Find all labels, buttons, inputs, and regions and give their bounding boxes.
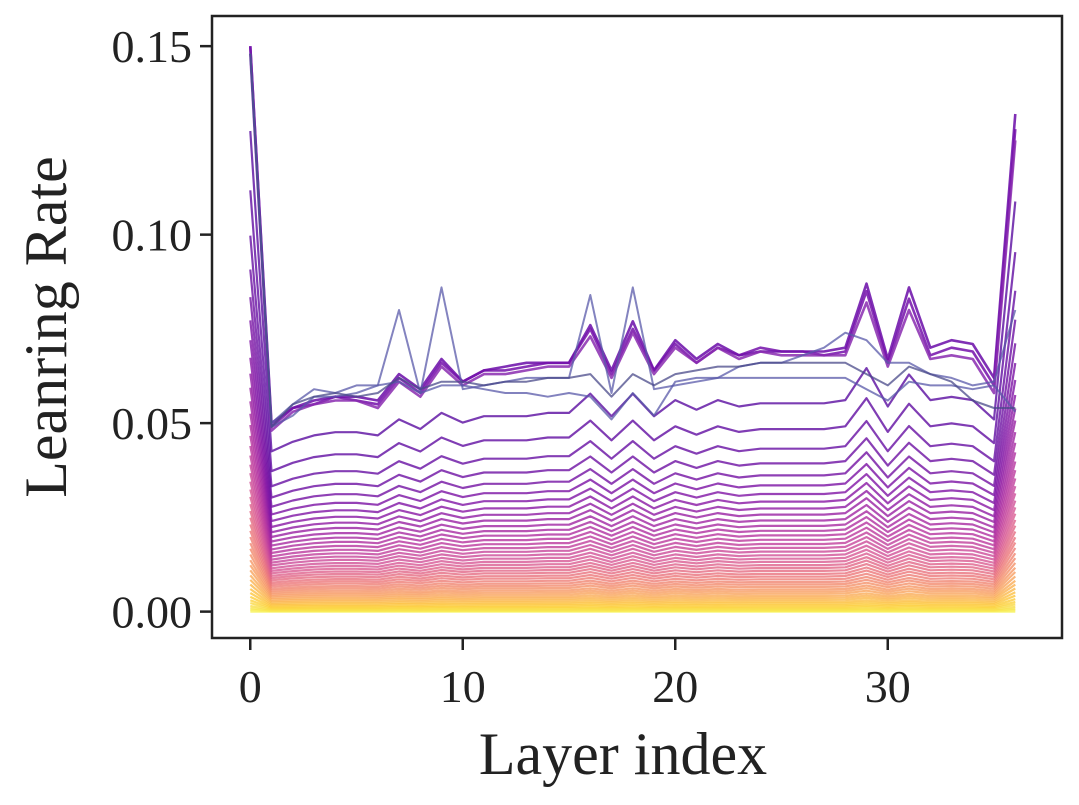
series-line	[249, 524, 1017, 584]
series-line	[249, 574, 1016, 601]
series-line	[249, 481, 1017, 570]
series-line	[249, 53, 1016, 428]
series-line	[249, 46, 1017, 425]
x-axis-label: Layer index	[479, 721, 767, 787]
series-line	[249, 496, 1017, 575]
plot-frame	[210, 14, 1064, 640]
series-line	[249, 595, 1016, 608]
series-line	[249, 536, 1017, 588]
series-line	[249, 445, 1017, 558]
series-line	[249, 53, 1017, 425]
series-line	[249, 579, 1016, 603]
series-line	[249, 564, 1017, 598]
series-line	[249, 235, 1017, 488]
series-line	[249, 373, 1017, 534]
y-tick-label: 0.10	[112, 210, 193, 261]
x-tick-label: 10	[440, 661, 486, 712]
x-tick-label: 30	[865, 661, 911, 712]
series-line	[249, 53, 1017, 428]
series-line	[249, 269, 1017, 499]
series-line	[249, 46, 1017, 429]
series-line	[249, 592, 1016, 607]
series-line	[249, 559, 1017, 596]
series-line	[249, 413, 1017, 547]
series-line	[249, 553, 1017, 594]
x-tick-label: 20	[652, 661, 698, 712]
series-line	[249, 510, 1017, 580]
series-line	[249, 530, 1017, 586]
series-line	[249, 320, 1017, 516]
series-line	[249, 599, 1016, 609]
ticks-layer: 0 10 20 30 0.00 0.05 0.10 0.15	[112, 21, 911, 712]
y-axis-label: Leanring Rate	[13, 156, 79, 498]
y-tick-label: 0.00	[112, 587, 193, 638]
y-tick-label: 0.05	[112, 398, 193, 449]
series-line	[249, 583, 1016, 604]
series-line	[249, 569, 1017, 600]
series-layer	[249, 46, 1017, 613]
series-line	[249, 357, 1017, 529]
series-line	[249, 53, 1017, 433]
series-line	[249, 401, 1017, 543]
series-line	[249, 435, 1017, 555]
series-line	[249, 503, 1017, 577]
y-tick-label: 0.15	[112, 21, 193, 72]
series-line	[249, 542, 1017, 590]
series-line	[249, 472, 1017, 567]
x-tick-label: 0	[239, 661, 262, 712]
series-line	[249, 190, 1017, 473]
series-line	[249, 424, 1017, 551]
series-line	[249, 489, 1017, 573]
series-line	[249, 548, 1017, 592]
series-line	[249, 340, 1017, 523]
series-line	[249, 517, 1017, 582]
series-line	[249, 588, 1016, 606]
series-line	[249, 297, 1017, 508]
series-line	[249, 464, 1017, 564]
series-line	[249, 455, 1017, 561]
series-line	[249, 387, 1017, 539]
